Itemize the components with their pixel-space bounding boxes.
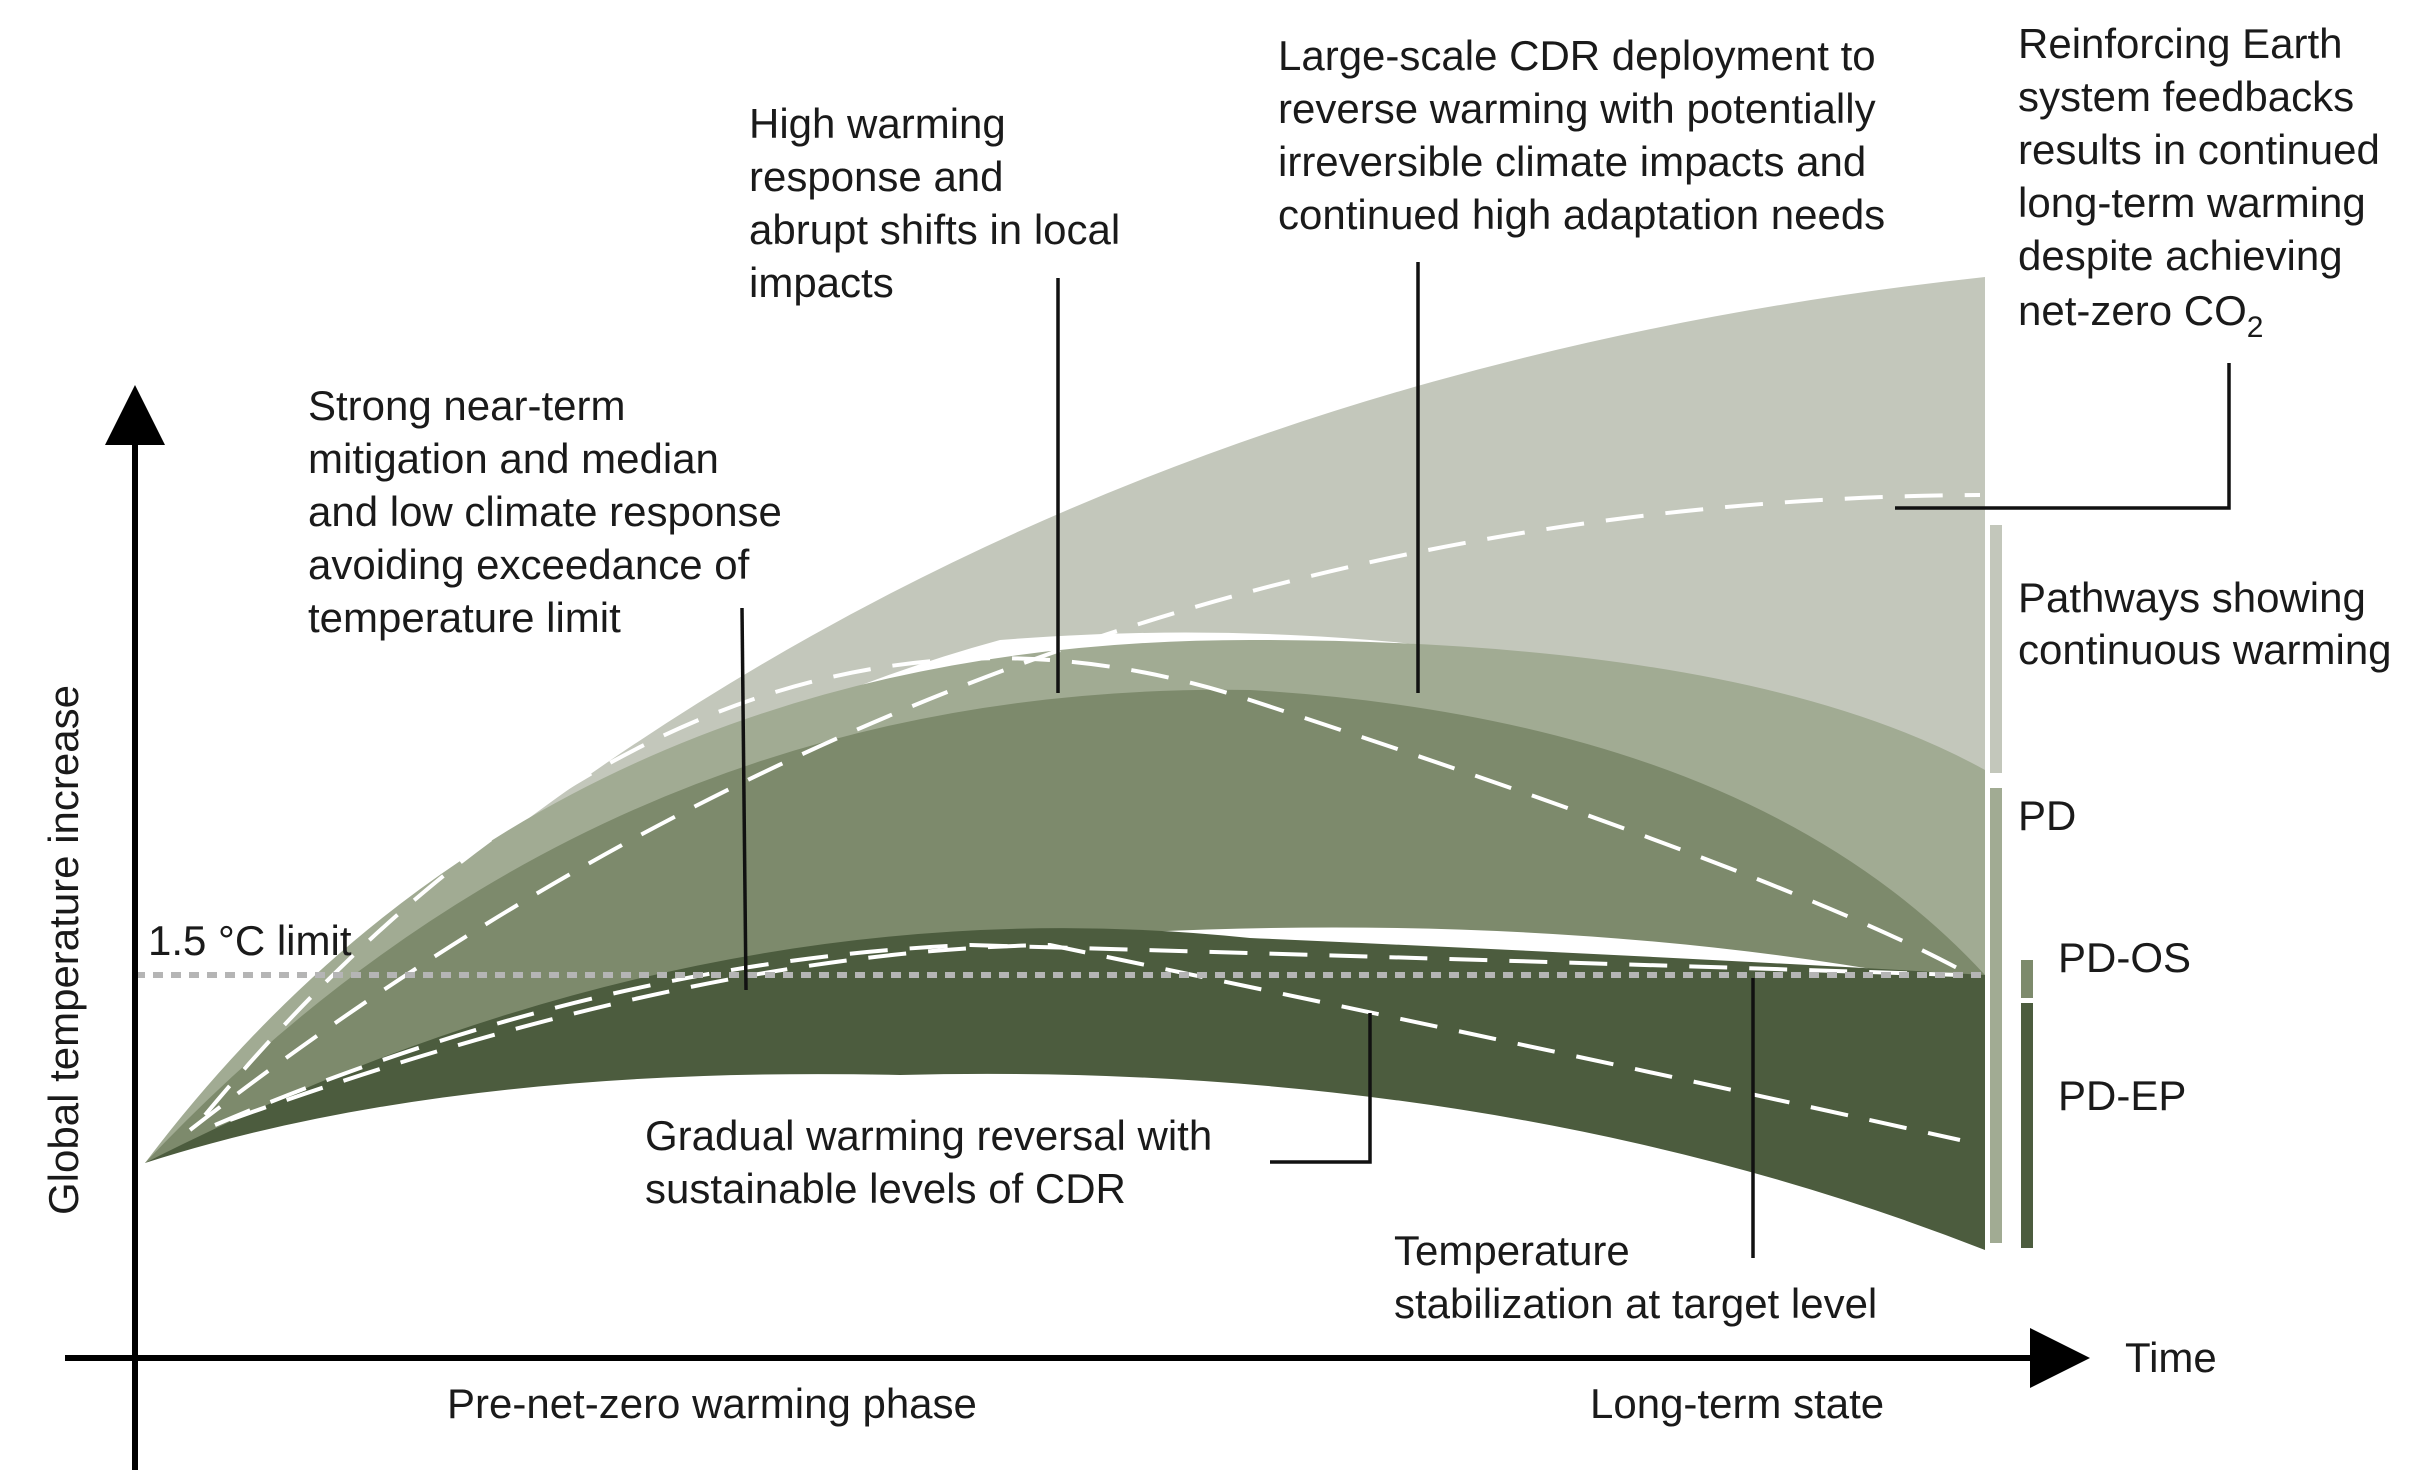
text-line: system feedbacks <box>2018 73 2354 120</box>
dashed-overshoot-stabilization <box>214 942 1961 1127</box>
text-line: impacts <box>749 259 894 306</box>
dashed-continuous-warming <box>188 493 1981 1132</box>
annotation-gradual-reversal: Gradual warming reversal with sustainable… <box>645 1112 1212 1212</box>
leader-reinforcing <box>1895 363 2231 510</box>
leader-gradual-reversal <box>1270 1013 1372 1164</box>
label-pd-ep: PD-EP <box>2058 1072 2186 1119</box>
text-line: long-term warming <box>2018 179 2366 226</box>
annotation-large-scale-cdr: Large-scale CDR deployment to reverse war… <box>1278 32 1885 238</box>
leader-strong-mitigation <box>740 607 748 991</box>
annotation-reinforcing-last: net-zero CO2 <box>2018 287 2263 344</box>
text-line: Pathways showing <box>2018 574 2366 621</box>
bar-pd-ep <box>2021 1003 2033 1248</box>
text-line: results in continued <box>2018 126 2380 173</box>
dashed-gradual-reversal <box>229 942 1961 1142</box>
annotation-strong-mitigation: Strong near-term mitigation and median and… <box>308 382 782 641</box>
phase-pre-net-zero: Pre-net-zero warming phase <box>447 1380 977 1427</box>
text-line: irreversible climate impacts and <box>1278 138 1866 185</box>
text-line: sustainable levels of CDR <box>645 1165 1126 1212</box>
text-line: despite achieving <box>2018 232 2343 279</box>
band-pd-ep <box>145 928 1985 1250</box>
text-line: temperature limit <box>308 594 621 641</box>
text-line: Temperature <box>1394 1227 1630 1274</box>
text-line: High warming <box>749 100 1006 147</box>
annotation-stabilization: Temperature stabilization at target level <box>1394 1227 1877 1327</box>
bar-continuous-warming <box>1990 525 2002 773</box>
y-axis-label: Global temperature increase <box>40 685 87 1215</box>
text-line: Large-scale CDR deployment to <box>1278 32 1876 79</box>
annotation-high-warming: High warming response and abrupt shifts in… <box>749 100 1120 306</box>
text-line: Reinforcing Earth <box>2018 20 2343 67</box>
bar-pd <box>1990 788 2002 1243</box>
annotation-reinforcing-feedbacks: Reinforcing Earth system feedbacks results… <box>2018 20 2380 279</box>
text-line: response and <box>749 153 1004 200</box>
label-pd: PD <box>2018 792 2076 839</box>
text-line: avoiding exceedance of <box>308 541 750 588</box>
text-line: Strong near-term <box>308 382 625 429</box>
x-axis-label: Time <box>2125 1334 2217 1381</box>
label-pd-os: PD-OS <box>2058 934 2191 981</box>
text-line: continued high adaptation needs <box>1278 191 1885 238</box>
dashed-peak-decline <box>203 656 1971 1117</box>
phase-long-term: Long-term state <box>1590 1380 1884 1427</box>
text-line: abrupt shifts in local <box>749 206 1120 253</box>
label-continuous-warming: Pathways showing continuous warming <box>2018 574 2392 673</box>
text-line: mitigation and median <box>308 435 719 482</box>
bar-pd-os <box>2021 960 2033 998</box>
text-line: Gradual warming reversal with <box>645 1112 1212 1159</box>
text-line: reverse warming with potentially <box>1278 85 1876 132</box>
text-line: stabilization at target level <box>1394 1280 1877 1327</box>
band-pd-os <box>145 689 1985 1163</box>
text-line: and low climate response <box>308 488 782 535</box>
text-line: continuous warming <box>2018 626 2392 673</box>
limit-label: 1.5 °C limit <box>148 917 352 964</box>
band-continuous-warming <box>145 277 1985 1163</box>
